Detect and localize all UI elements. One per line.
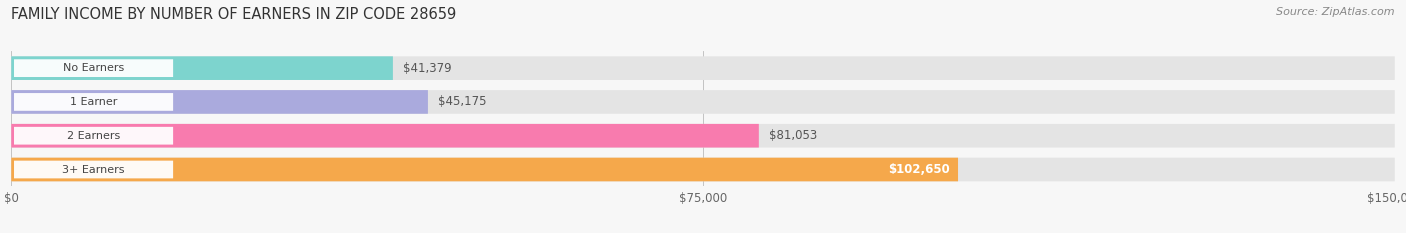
Text: $81,053: $81,053: [769, 129, 817, 142]
FancyBboxPatch shape: [11, 158, 957, 181]
FancyBboxPatch shape: [14, 127, 173, 145]
FancyBboxPatch shape: [11, 124, 759, 147]
FancyBboxPatch shape: [11, 90, 427, 114]
Text: $41,379: $41,379: [402, 62, 451, 75]
Text: 3+ Earners: 3+ Earners: [62, 164, 125, 175]
FancyBboxPatch shape: [14, 93, 173, 111]
FancyBboxPatch shape: [11, 90, 1395, 114]
Text: 2 Earners: 2 Earners: [67, 131, 120, 141]
Text: 1 Earner: 1 Earner: [70, 97, 117, 107]
Text: $102,650: $102,650: [889, 163, 949, 176]
FancyBboxPatch shape: [11, 158, 1395, 181]
FancyBboxPatch shape: [14, 59, 173, 77]
Text: No Earners: No Earners: [63, 63, 124, 73]
FancyBboxPatch shape: [14, 161, 173, 178]
FancyBboxPatch shape: [11, 56, 392, 80]
FancyBboxPatch shape: [11, 124, 1395, 147]
Text: FAMILY INCOME BY NUMBER OF EARNERS IN ZIP CODE 28659: FAMILY INCOME BY NUMBER OF EARNERS IN ZI…: [11, 7, 457, 22]
Text: Source: ZipAtlas.com: Source: ZipAtlas.com: [1277, 7, 1395, 17]
Text: $45,175: $45,175: [437, 96, 486, 108]
FancyBboxPatch shape: [11, 56, 1395, 80]
